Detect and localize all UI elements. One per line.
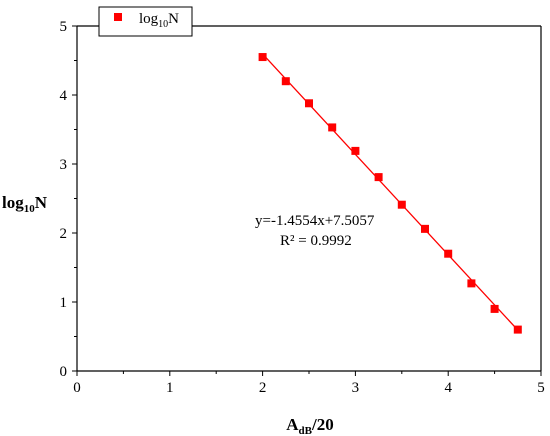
fit-line — [262, 53, 519, 331]
fit-equation: y=-1.4554x+7.5057 — [255, 213, 375, 229]
x-tick-label: 3 — [352, 380, 360, 396]
data-point — [397, 200, 406, 209]
legend-entry-label: log10N — [139, 11, 179, 30]
y-tick-label: 4 — [60, 88, 68, 104]
data-point — [328, 123, 337, 132]
y-tick-label: 1 — [60, 295, 68, 311]
data-point — [513, 325, 522, 334]
data-point — [421, 224, 429, 233]
legend-marker — [114, 13, 122, 21]
fit-layer — [262, 53, 519, 331]
legend: log10N — [98, 6, 193, 37]
data-point — [258, 53, 267, 62]
y-tick-label: 5 — [60, 19, 68, 35]
x-tick-label: 4 — [444, 380, 452, 396]
data-point — [281, 77, 290, 86]
x-tick-label: 1 — [166, 380, 174, 396]
y-tick-label: 2 — [60, 226, 68, 242]
y-axis-title: log10N — [2, 193, 48, 215]
data-point — [444, 249, 453, 258]
fit-r-squared: R² = 0.9992 — [280, 233, 352, 249]
data-point — [467, 279, 476, 288]
points-layer — [258, 53, 522, 334]
data-point — [374, 173, 383, 182]
plot-frame — [76, 25, 542, 372]
data-point — [305, 99, 313, 108]
data-point — [490, 304, 499, 313]
x-tick-label: 0 — [73, 380, 81, 396]
data-point — [351, 146, 360, 155]
y-tick-label: 0 — [60, 364, 68, 380]
x-tick-label: 5 — [537, 380, 545, 396]
x-tick-label: 2 — [259, 380, 267, 396]
y-tick-label: 3 — [60, 157, 68, 173]
x-ticks: 0 1 2 3 4 5 — [73, 371, 545, 396]
x-axis-title: AdB/20 — [286, 415, 333, 436]
legend-box — [98, 6, 193, 37]
y-ticks: 0 1 2 3 4 5 — [60, 19, 77, 380]
